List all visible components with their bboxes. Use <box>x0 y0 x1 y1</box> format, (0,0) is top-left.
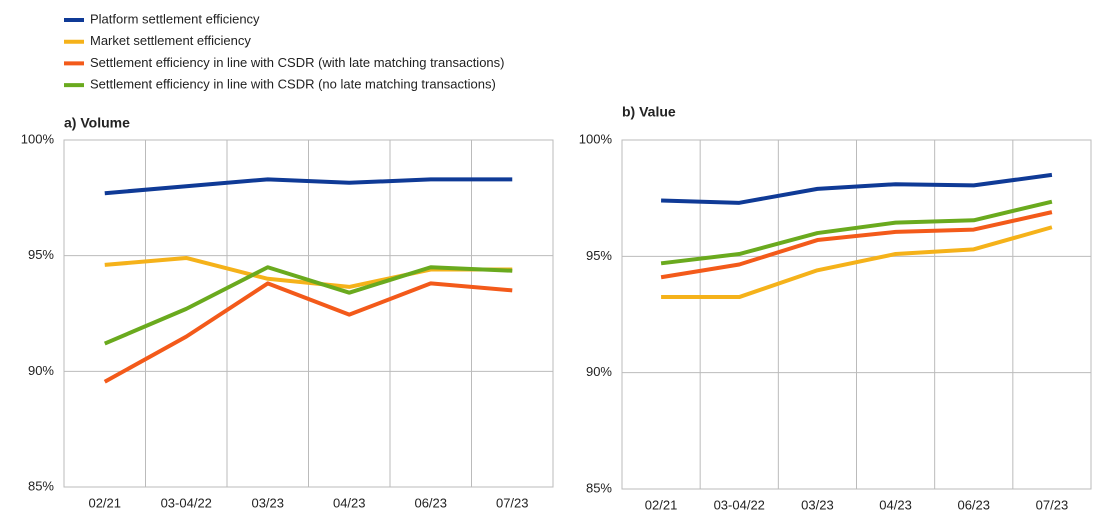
y-tick-label: 90% <box>586 364 612 379</box>
y-tick-label: 100% <box>21 131 55 146</box>
x-tick-label: 07/23 <box>1036 497 1069 512</box>
series-line <box>661 225 1053 300</box>
legend-label: Settlement efficiency in line with CSDR … <box>90 55 505 70</box>
y-tick-label: 90% <box>28 363 54 378</box>
series-line <box>661 172 1053 205</box>
x-tick-label: 02/21 <box>645 497 678 512</box>
y-tick-label: 100% <box>579 131 613 146</box>
chart-title: b) Value <box>622 104 676 120</box>
x-tick-label: 06/23 <box>414 495 447 510</box>
y-tick-label: 85% <box>28 478 54 493</box>
x-tick-label: 07/23 <box>496 495 529 510</box>
series-line <box>103 281 513 384</box>
chart-title: a) Volume <box>64 115 130 131</box>
y-tick-label: 95% <box>28 247 54 262</box>
series-line <box>104 177 513 196</box>
x-tick-label: 03-04/22 <box>161 495 212 510</box>
series-line <box>660 199 1053 266</box>
legend-label: Platform settlement efficiency <box>90 11 260 26</box>
legend-label: Settlement efficiency in line with CSDR … <box>90 77 496 92</box>
x-tick-label: 04/23 <box>333 495 366 510</box>
x-tick-label: 03/23 <box>251 495 284 510</box>
x-tick-label: 06/23 <box>957 497 990 512</box>
y-tick-label: 95% <box>586 248 612 263</box>
series-line <box>103 265 513 346</box>
x-tick-label: 02/21 <box>88 495 121 510</box>
x-tick-label: 04/23 <box>879 497 912 512</box>
legend-label: Market settlement efficiency <box>90 33 251 48</box>
series-line <box>660 210 1053 280</box>
y-tick-label: 85% <box>586 480 612 495</box>
x-tick-label: 03/23 <box>801 497 834 512</box>
x-tick-label: 03-04/22 <box>714 497 765 512</box>
